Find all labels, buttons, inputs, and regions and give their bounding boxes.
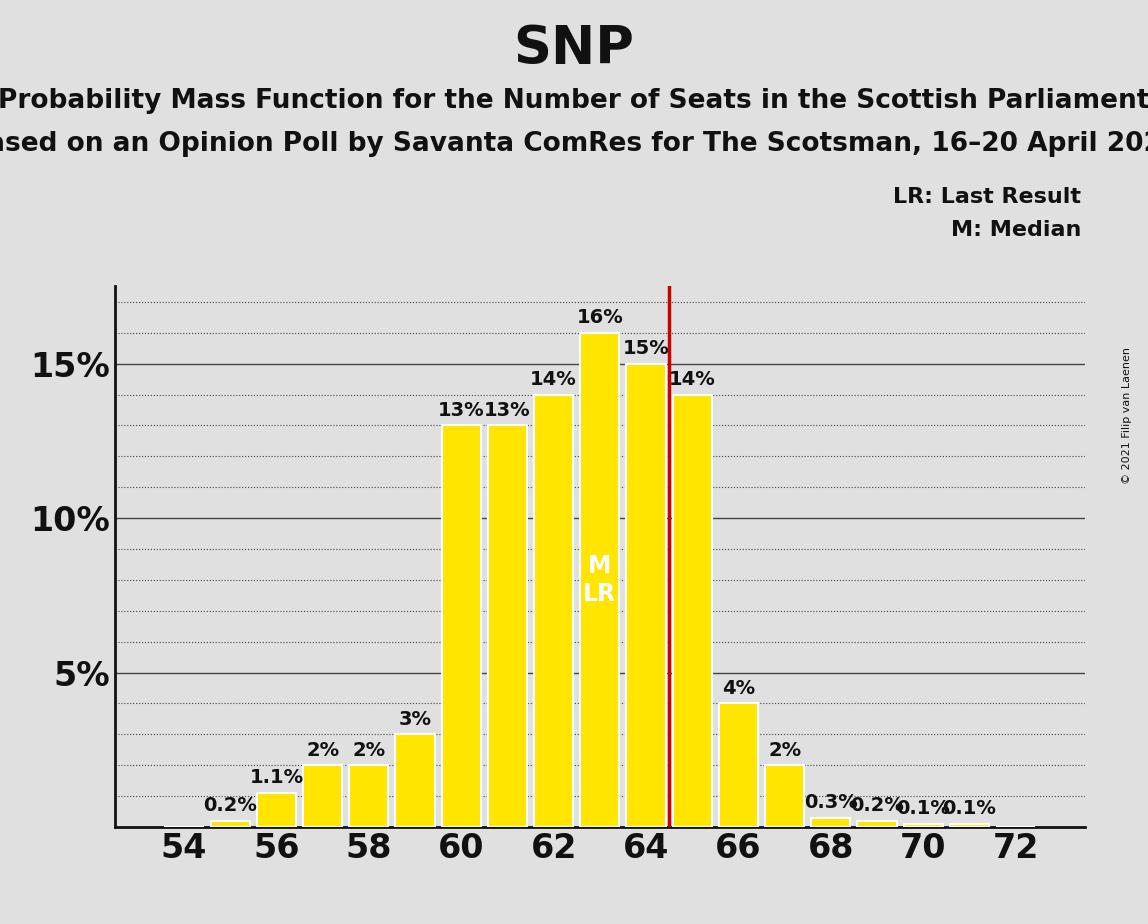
Bar [949, 824, 990, 827]
Text: 1.1%: 1.1% [249, 769, 303, 787]
Text: 0.1%: 0.1% [897, 799, 951, 819]
Text: Probability Mass Function for the Number of Seats in the Scottish Parliament: Probability Mass Function for the Number… [0, 88, 1148, 114]
Text: 13%: 13% [437, 401, 484, 419]
Bar [534, 395, 573, 827]
Text: 3%: 3% [398, 710, 432, 729]
Bar [858, 821, 897, 827]
Text: LR: Last Result: LR: Last Result [893, 187, 1081, 207]
Bar [303, 765, 342, 827]
Text: 0.1%: 0.1% [943, 799, 996, 819]
Text: M
LR: M LR [583, 554, 616, 606]
Text: 2%: 2% [307, 741, 339, 760]
Bar [210, 821, 250, 827]
Bar [488, 425, 527, 827]
Bar [395, 735, 435, 827]
Bar [765, 765, 805, 827]
Text: 14%: 14% [530, 370, 577, 389]
Text: 0.3%: 0.3% [804, 793, 858, 812]
Text: Based on an Opinion Poll by Savanta ComRes for The Scotsman, 16–20 April 2021: Based on an Opinion Poll by Savanta ComR… [0, 131, 1148, 157]
Text: 13%: 13% [484, 401, 530, 419]
Text: 16%: 16% [576, 309, 623, 327]
Bar [719, 703, 758, 827]
Text: M: Median: M: Median [951, 220, 1081, 240]
Bar [627, 364, 666, 827]
Bar [257, 793, 296, 827]
Bar [812, 818, 851, 827]
Text: 14%: 14% [669, 370, 715, 389]
Bar [903, 824, 943, 827]
Text: 0.2%: 0.2% [850, 796, 903, 815]
Text: 15%: 15% [622, 339, 669, 359]
Bar [580, 333, 620, 827]
Bar [349, 765, 388, 827]
Text: 4%: 4% [722, 679, 755, 698]
Text: 2%: 2% [768, 741, 801, 760]
Text: 2%: 2% [352, 741, 386, 760]
Text: © 2021 Filip van Laenen: © 2021 Filip van Laenen [1123, 347, 1132, 484]
Bar [442, 425, 481, 827]
Bar [673, 395, 712, 827]
Text: SNP: SNP [513, 23, 635, 75]
Text: 0.2%: 0.2% [203, 796, 257, 815]
